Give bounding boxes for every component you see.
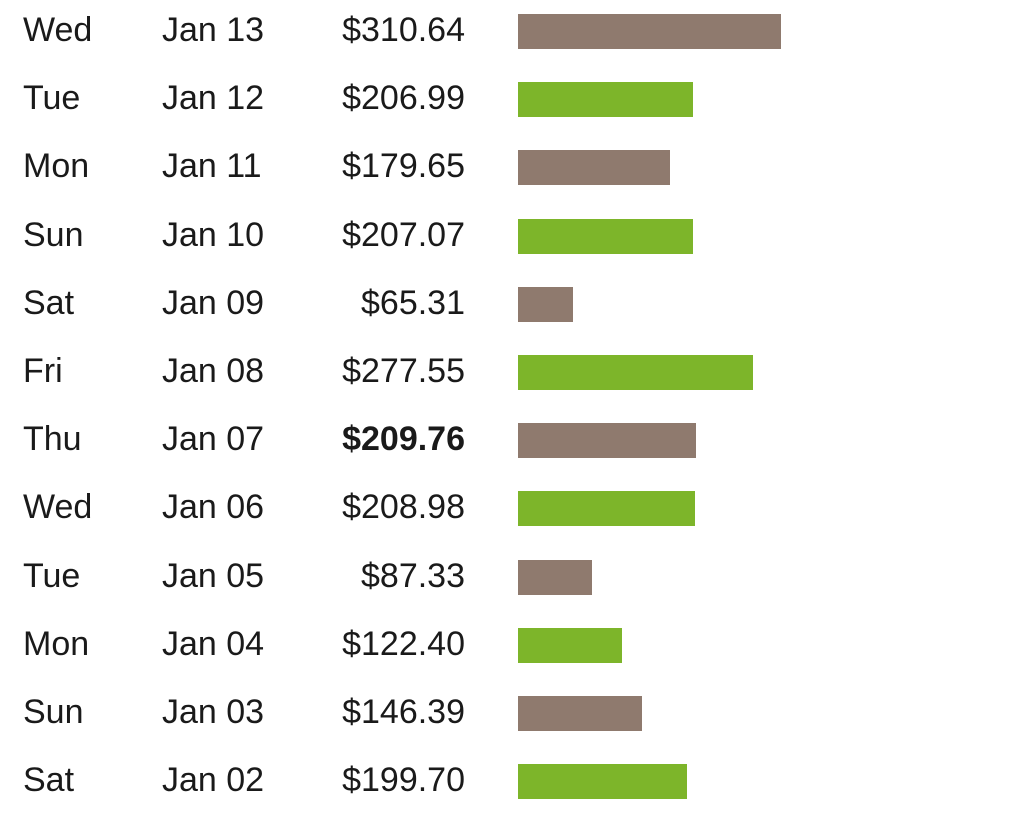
amount-label: $277.55 [342, 352, 465, 390]
chart-row: Mon Jan 11 $179.65 [0, 136, 1024, 204]
date-label: Jan 11 [162, 147, 262, 186]
day-label: Sat [23, 283, 75, 322]
value-bar [518, 491, 695, 527]
day-label: Mon [23, 147, 90, 186]
date-label: Jan 06 [162, 488, 265, 527]
amount-label: $179.65 [342, 147, 465, 186]
value-bar [518, 355, 753, 390]
value-bar [518, 764, 687, 800]
day-label: Sun [23, 693, 84, 731]
day-label: Wed [23, 11, 93, 49]
date-label: Jan 07 [162, 420, 265, 459]
chart-row: Sat Jan 02 $199.70 [0, 750, 1024, 818]
chart-row: Tue Jan 12 $206.99 [0, 68, 1024, 136]
chart-row: Sat Jan 09 $65.31 [0, 273, 1024, 341]
date-label: Jan 12 [162, 79, 265, 118]
chart-row: Wed Jan 06 $208.98 [0, 477, 1024, 545]
chart-row: Tue Jan 05 $87.33 [0, 546, 1024, 614]
value-bar [518, 559, 592, 595]
amount-label: $207.07 [342, 215, 465, 254]
value-bar [518, 627, 622, 663]
date-label: Jan 02 [162, 761, 265, 800]
value-bar [518, 82, 693, 118]
date-label: Jan 09 [162, 283, 265, 322]
date-label: Jan 05 [162, 556, 265, 595]
value-bar [518, 150, 670, 186]
chart-row: Mon Jan 04 $122.40 [0, 614, 1024, 682]
date-label: Jan 03 [162, 693, 265, 731]
amount-label: $122.40 [342, 624, 465, 663]
value-bar [518, 286, 573, 322]
amount-label: $209.76 [342, 420, 465, 459]
day-label: Wed [23, 488, 93, 527]
amount-label: $65.31 [361, 283, 465, 322]
day-label: Mon [23, 624, 90, 663]
chart-row: Wed Jan 13 $310.64 [0, 0, 1024, 68]
amount-label: $208.98 [342, 488, 465, 527]
chart-row: Fri Jan 08 $277.55 [0, 341, 1024, 409]
amount-label: $310.64 [342, 11, 465, 49]
chart-row: Sun Jan 10 $207.07 [0, 205, 1024, 273]
amount-label: $87.33 [361, 556, 465, 595]
date-label: Jan 10 [162, 215, 265, 254]
day-label: Fri [23, 352, 63, 390]
amount-label: $206.99 [342, 79, 465, 118]
value-bar [518, 14, 781, 49]
day-label: Sun [23, 215, 84, 254]
date-label: Jan 04 [162, 624, 265, 663]
day-label: Tue [23, 79, 81, 118]
amount-label: $146.39 [342, 693, 465, 731]
value-bar [518, 218, 693, 254]
day-label: Tue [23, 556, 81, 595]
date-label: Jan 13 [162, 11, 265, 49]
amount-label: $199.70 [342, 761, 465, 800]
date-label: Jan 08 [162, 352, 265, 390]
value-bar [518, 696, 642, 731]
chart-row: Sun Jan 03 $146.39 [0, 682, 1024, 750]
day-label: Sat [23, 761, 75, 800]
chart-row: Thu Jan 07 $209.76 [0, 409, 1024, 477]
value-bar [518, 423, 696, 459]
day-label: Thu [23, 420, 82, 459]
